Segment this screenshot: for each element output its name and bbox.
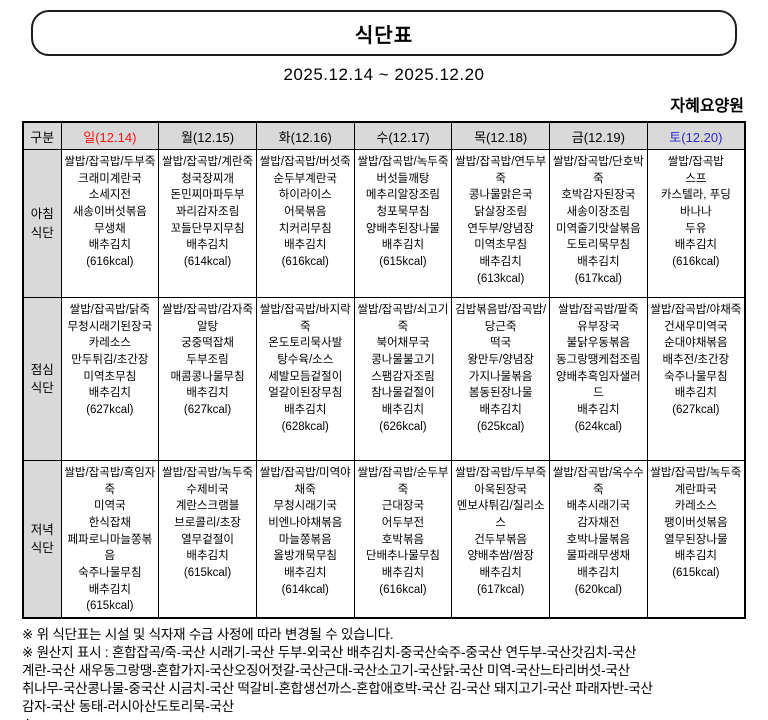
dinner-sunday-menu: 쌀밥/잡곡밥/흑임자죽 미역국 한식잡채 페파로니마늘쫑볶음 숙주나물무침 배추… xyxy=(60,460,160,619)
dinner-row: 저녁 식단 쌀밥/잡곡밥/흑임자죽 미역국 한식잡채 페파로니마늘쫑볶음 숙주나… xyxy=(22,460,746,619)
day-header-saturday: 토(12.20) xyxy=(646,121,746,150)
footnote-trailing-mark: ※ xyxy=(22,716,758,720)
dinner-wednesday-menu: 쌀밥/잡곡밥/순두부죽 근대장국 어두부전 호박볶음 단배추나물무침 배추김치 … xyxy=(353,460,453,619)
day-header-tuesday: 화(12.16) xyxy=(255,121,355,150)
meal-plan-document: 식단표 2025.12.14 ~ 2025.12.20 자혜요양원 구분 일(1… xyxy=(0,10,768,720)
day-header-friday: 금(12.19) xyxy=(549,121,648,150)
lunch-friday-menu: 쌀밥/잡곡밥/팥죽 유부장국 불닭우동볶음 동그랑땡케첩조림 양배추흑임자샐러드… xyxy=(549,297,648,461)
page-title: 식단표 xyxy=(354,25,414,47)
lunch-sunday-menu: 쌀밥/잡곡밥/닭죽 무청시래기된장국 카레소스 만두튀김/초간장 미역초무침 배… xyxy=(60,297,160,461)
lunch-row-label: 점심 식단 xyxy=(22,297,62,461)
lunch-wednesday-menu: 쌀밥/잡곡밥/쇠고기죽 북어채무국 콩나물불고기 스팸감자조림 참나물겉절이 배… xyxy=(353,297,453,461)
dinner-friday-menu: 쌀밥/잡곡밥/옥수수죽 배추시래기국 감자채전 호박나물볶음 물파래무생채 배추… xyxy=(549,460,648,619)
breakfast-row-label: 아침 식단 xyxy=(22,149,62,298)
document-title-box: 식단표 xyxy=(31,10,737,56)
breakfast-row: 아침 식단 쌀밥/잡곡밥/두부죽 크래미계란국 소세지전 새송이버섯볶음 무생채… xyxy=(22,149,746,298)
dinner-tuesday-menu: 쌀밥/잡곡밥/미역야채죽 무청시래기국 비엔나야채볶음 마늘쫑볶음 올방개묵무침… xyxy=(255,460,355,619)
breakfast-thursday-menu: 쌀밥/잡곡밥/연두부죽 콩나물맑은국 닭살장조림 연두부/양념장 미역초무침 배… xyxy=(451,149,551,298)
day-header-row: 구분 일(12.14) 월(12.15) 화(12.16) 수(12.17) 목… xyxy=(22,121,746,150)
day-header-thursday: 목(12.18) xyxy=(451,121,551,150)
lunch-row: 점심 식단 쌀밥/잡곡밥/닭죽 무청시래기된장국 카레소스 만두튀김/초간장 미… xyxy=(22,297,746,461)
dinner-saturday-menu: 쌀밥/잡곡밥/녹두죽 계란파국 카레소스 팽이버섯볶음 열무된장나물 배추김치 … xyxy=(646,460,746,619)
breakfast-wednesday-menu: 쌀밥/잡곡밥/녹두죽 버섯들깨탕 메추리알장조림 청포묵무침 양배추된장나물 배… xyxy=(353,149,453,298)
lunch-monday-menu: 쌀밥/잡곡밥/감자죽 알탕 궁중떡잡채 두부조림 매콤콩나물무침 배추김치 (6… xyxy=(158,297,257,461)
footnote-origin-line-2: 계란-국산 새우동그랑땡-혼합가지-국산오징어젓갈-국산근대-국산소고기-국산닭… xyxy=(22,663,630,679)
breakfast-friday-menu: 쌀밥/잡곡밥/단호박죽 호박감자된장국 새송이장조림 미역줄기맛살볶음 도토리묵… xyxy=(549,149,648,298)
breakfast-saturday-menu: 쌀밥/잡곡밥 스프 카스텔라, 푸딩 바나나 두유 배추김치 (616kcal) xyxy=(646,149,746,298)
corner-header: 구분 xyxy=(22,121,62,150)
footnote-origin-line-3: 취나무-국산콩나물-중국산 시금치-국산 떡갈비-혼합생선까스-혼합애호박-국산… xyxy=(22,681,653,697)
day-header-sunday: 일(12.14) xyxy=(60,121,160,150)
footnotes: ※ 위 식단표는 시설 및 식자재 수급 사정에 따라 변경될 수 있습니다. … xyxy=(22,626,758,720)
facility-name: 자혜요양원 xyxy=(670,98,744,115)
dinner-row-label: 저녁 식단 xyxy=(22,460,62,619)
day-header-monday: 월(12.15) xyxy=(158,121,257,150)
footnote-change-notice: ※ 위 식단표는 시설 및 식자재 수급 사정에 따라 변경될 수 있습니다. xyxy=(22,627,394,643)
dinner-thursday-menu: 쌀밥/잡곡밥/두부죽 아욱된장국 멘보샤튀김/칠리소스 건두부볶음 양배추쌈/쌈… xyxy=(451,460,551,619)
dinner-monday-menu: 쌀밥/잡곡밥/녹두죽 수제비국 계란스크램블 브로콜리/초장 열무겉절이 배추김… xyxy=(158,460,257,619)
day-header-wednesday: 수(12.17) xyxy=(353,121,453,150)
footnote-origin-line-1: ※ 원산지 표시 : 혼합잡곡/죽-국산 시래기-국산 두부-외국산 배추김치-… xyxy=(22,645,637,661)
date-range: 2025.12.14 ~ 2025.12.20 xyxy=(283,65,485,84)
breakfast-monday-menu: 쌀밥/잡곡밥/계란죽 청국장찌개 돈민찌마파두부 꽈리감자조림 꼬들단무지무침 … xyxy=(158,149,257,298)
weekly-menu-table: 구분 일(12.14) 월(12.15) 화(12.16) 수(12.17) 목… xyxy=(22,121,746,620)
lunch-thursday-menu: 김밥볶음밥/잡곡밥/당근죽 떡국 왕만두/양념장 가지나물볶음 봄동된장나물 배… xyxy=(451,297,551,461)
breakfast-tuesday-menu: 쌀밥/잡곡밥/버섯죽 순두부계란국 하이라이스 어묵볶음 치커리무침 배추김치 … xyxy=(255,149,355,298)
lunch-saturday-menu: 쌀밥/잡곡밥/야채죽 건새우미역국 순대야채볶음 배추전/초간장 숙주나물무침 … xyxy=(646,297,746,461)
breakfast-sunday-menu: 쌀밥/잡곡밥/두부죽 크래미계란국 소세지전 새송이버섯볶음 무생채 배추김치 … xyxy=(60,149,160,298)
lunch-tuesday-menu: 쌀밥/잡곡밥/바지락죽 온도토리묵사발 탕수육/소스 세발모듬겉절이 얼갈이된장… xyxy=(255,297,355,461)
footnote-origin-line-4: 감자-국산 동태-러시아산도토리묵-국산 xyxy=(22,699,234,715)
